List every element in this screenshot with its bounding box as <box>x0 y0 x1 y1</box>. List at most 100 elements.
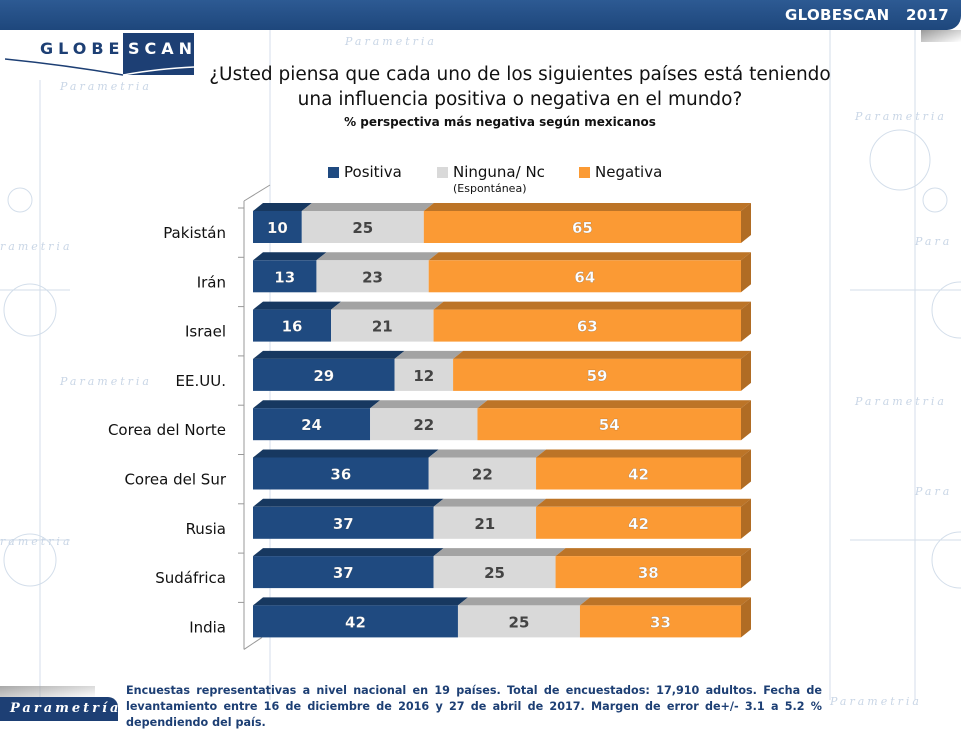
bar-segment-ninguna <box>331 309 434 342</box>
bar-top-face <box>428 449 547 458</box>
legend-label-ninguna: Ninguna/ Nc <box>453 163 545 181</box>
bar-segment-positiva <box>253 457 429 490</box>
category-label: Rusia <box>186 520 226 538</box>
y-axis-top-edge <box>243 184 271 202</box>
legend-label-negativa: Negativa <box>595 163 663 181</box>
data-label: 23 <box>362 268 383 286</box>
data-label: 12 <box>413 367 434 385</box>
category-label: Irán <box>197 273 226 291</box>
chart-title-line1: ¿Usted piensa que cada uno de los siguie… <box>209 64 831 85</box>
logo-text-globe: GLOBE <box>40 39 125 58</box>
bar-segment-ninguna <box>301 211 424 243</box>
bar-segment-negativa <box>423 211 741 243</box>
bar-segment-positiva <box>253 260 317 293</box>
bar-top-face <box>253 597 468 606</box>
bar-top-face <box>477 400 751 409</box>
legend-item-ninguna: Ninguna/ Nc <box>437 163 545 181</box>
data-label: 16 <box>282 318 303 336</box>
data-label: 42 <box>628 515 649 533</box>
data-label: 13 <box>274 268 295 286</box>
chart-title: ¿Usted piensa que cada uno de los siguie… <box>200 62 840 112</box>
data-label: 29 <box>313 367 334 385</box>
data-label: 10 <box>267 219 288 237</box>
data-label: 65 <box>572 219 593 237</box>
data-label: 22 <box>413 416 434 434</box>
legend-item-negativa: Negativa <box>579 163 662 181</box>
bar-top-face <box>253 203 312 211</box>
bar-top-face <box>253 548 444 557</box>
bar-segment-positiva <box>253 556 434 589</box>
category-label: Corea del Norte <box>108 421 226 439</box>
bar-segment-ninguna <box>457 605 580 638</box>
bar-top-face <box>253 301 342 310</box>
bar-segment-negativa <box>453 358 741 391</box>
bar-top-face <box>555 548 751 557</box>
category-label: Israel <box>185 323 226 341</box>
bar-segment-positiva <box>253 211 302 243</box>
bar-side-face <box>741 548 751 589</box>
bar-side-face <box>741 449 751 490</box>
bar-segment-positiva <box>253 506 434 539</box>
y-axis-bottom-edge <box>243 636 263 650</box>
bar-top-face <box>433 498 547 507</box>
bar-segment-positiva <box>253 358 395 391</box>
bar-top-face <box>428 252 751 261</box>
legend-label-positiva: Positiva <box>344 163 402 181</box>
logo-swoosh-inner <box>122 66 195 76</box>
bar-side-face <box>741 252 751 293</box>
bar-segment-ninguna <box>428 457 537 490</box>
bar-side-face <box>741 350 751 391</box>
header-bar-shadow <box>921 30 961 42</box>
logo-text-scan: SCAN <box>128 39 198 58</box>
bar-segment-negativa <box>433 309 741 342</box>
data-label: 63 <box>577 318 598 336</box>
footnote: Encuestas representativas a nivel nacion… <box>126 684 822 729</box>
bar-side-face <box>741 203 751 243</box>
bar-segment-negativa <box>536 506 741 539</box>
legend-swatch-negativa <box>579 166 590 178</box>
chart-title-line2: una influencia positiva o negativa en el… <box>297 89 743 110</box>
bar-top-face <box>331 301 444 310</box>
logo-swoosh <box>5 58 124 76</box>
bar-top-face <box>536 498 751 507</box>
bar-top-face <box>253 350 405 359</box>
bar-top-face <box>453 350 751 359</box>
bar-segment-ninguna <box>394 358 454 391</box>
bar-top-face <box>457 597 590 606</box>
bar-segment-positiva <box>253 408 371 441</box>
chart-legend: Positiva Ninguna/ Nc (Espontánea) Negati… <box>325 163 745 199</box>
bar-top-face <box>253 252 327 261</box>
category-label: Pakistán <box>163 224 226 242</box>
bar-top-face <box>316 252 439 261</box>
bar-top-face <box>423 203 751 211</box>
data-label: 33 <box>650 613 671 631</box>
bar-side-face <box>741 498 751 539</box>
data-label: 36 <box>330 466 351 484</box>
bar-top-face <box>253 400 381 409</box>
bar-segment-negativa <box>555 556 741 589</box>
globescan-logo: GLOBE SCAN <box>5 33 195 78</box>
bar-segment-negativa <box>579 605 741 638</box>
data-label: 25 <box>484 564 505 582</box>
data-label: 37 <box>333 564 354 582</box>
category-label: Sudáfrica <box>155 569 226 587</box>
footer-logo-shadow <box>0 686 95 698</box>
header-brand-title: GLOBESCAN 2017 <box>785 6 949 24</box>
bar-top-face <box>370 400 488 409</box>
data-label: 21 <box>372 318 393 336</box>
data-label: 38 <box>638 564 659 582</box>
bar-side-face <box>741 301 751 342</box>
category-label: EE.UU. <box>176 372 226 390</box>
data-label: 22 <box>472 466 493 484</box>
bar-segment-negativa <box>428 260 741 293</box>
data-label: 54 <box>599 416 620 434</box>
bar-top-face <box>433 548 566 557</box>
category-label: India <box>189 618 226 636</box>
header-bar: GLOBESCAN 2017 <box>0 0 961 30</box>
bar-side-face <box>741 400 751 441</box>
parametria-logo-text: Parametría <box>10 701 122 716</box>
bar-top-face <box>536 449 751 458</box>
category-label: Corea del Sur <box>124 471 226 489</box>
legend-item-positiva: Positiva <box>328 163 402 181</box>
bar-segment-ninguna <box>316 260 429 293</box>
